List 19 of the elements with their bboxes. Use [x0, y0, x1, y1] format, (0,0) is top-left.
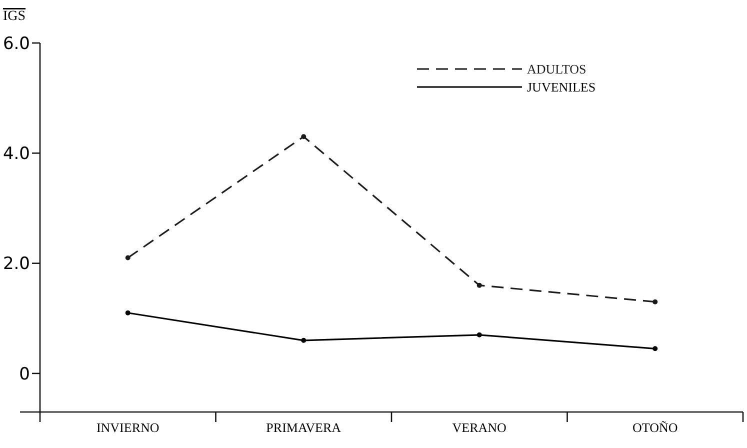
y-axis-title: IGS — [3, 9, 26, 24]
x-tick-label: OTOÑO — [632, 420, 678, 435]
y-tick-label: 6.0 — [2, 34, 30, 54]
y-tick-label: 2.0 — [2, 254, 30, 274]
point — [301, 338, 306, 343]
y-tick-label: 0 — [19, 364, 30, 384]
point — [125, 310, 130, 316]
point — [301, 134, 306, 140]
point — [652, 299, 658, 304]
point — [652, 346, 658, 352]
point — [476, 332, 482, 338]
y-tick-label: 4.0 — [2, 144, 30, 164]
point — [125, 255, 130, 260]
text: ADULTOS — [527, 62, 586, 77]
x-tick-label: VERANO — [452, 420, 506, 435]
text: JUVENILES — [527, 80, 596, 95]
point — [476, 282, 482, 288]
x-tick-label: INVIERNO — [96, 420, 160, 435]
x-tick-label: PRIMAVERA — [266, 420, 342, 435]
